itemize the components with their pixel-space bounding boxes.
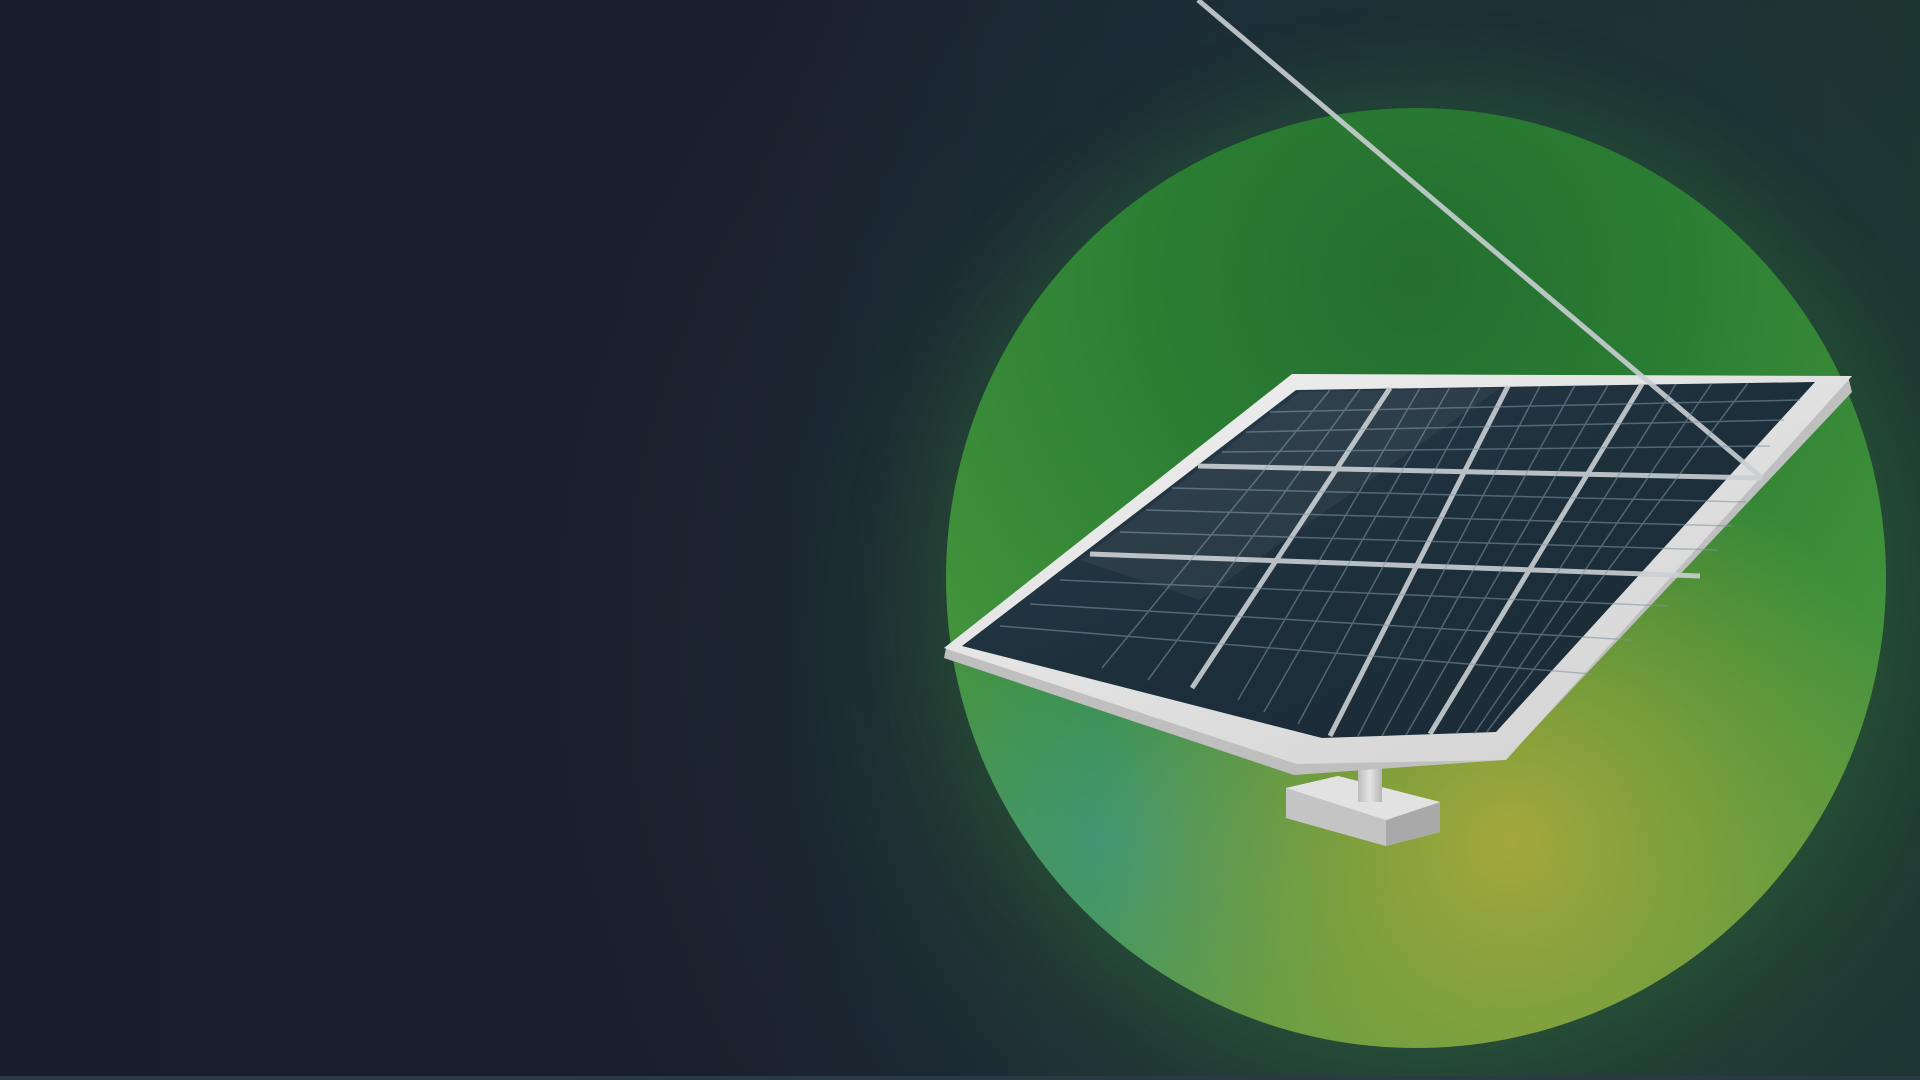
panel-cells bbox=[962, 382, 1815, 738]
bottom-border bbox=[0, 1076, 1920, 1080]
